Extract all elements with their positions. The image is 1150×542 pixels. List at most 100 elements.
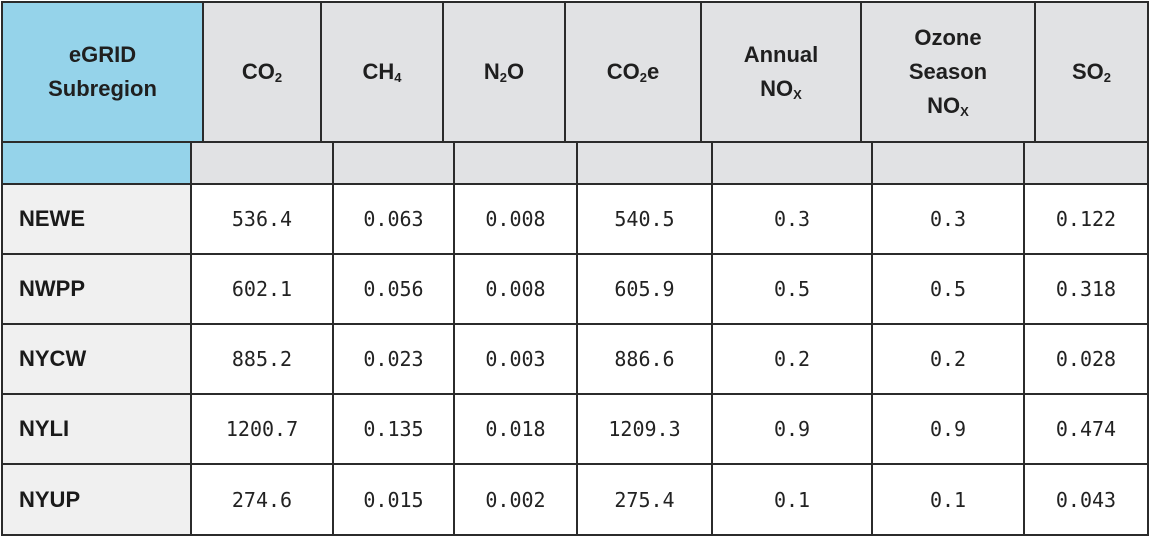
region-name: NYCW (19, 346, 87, 371)
table-cell: 885.2 (190, 323, 334, 395)
table-cell: 0.1 (871, 463, 1025, 536)
cell-value: 605.9 (614, 277, 675, 301)
header-label-line: CH4 (362, 55, 401, 89)
cell-value: 0.2 (929, 347, 967, 371)
header-label-line: CO2 (242, 55, 282, 89)
header-label: Ozone Season NOX (909, 21, 987, 123)
cell-value: 0.023 (363, 347, 424, 371)
region-name: NYUP (19, 486, 81, 512)
subheader-cell (711, 141, 873, 185)
cell-value: 1200.7 (225, 417, 299, 441)
cell-value: 0.122 (1055, 207, 1117, 231)
table-cell: 0.135 (332, 393, 455, 465)
table-cell: 536.4 (190, 183, 334, 255)
header-text: N (483, 58, 500, 84)
subheader-cell (1, 141, 192, 185)
header-text: NO (927, 93, 961, 119)
header-label-line: NOX (909, 89, 987, 123)
cell-value: 0.2 (773, 347, 811, 371)
table-cell: 0.3 (871, 183, 1025, 255)
header-annual-nox: Annual NOX (700, 1, 862, 143)
cell-value: 0.3 (773, 207, 811, 231)
cell-value: 0.003 (485, 347, 546, 371)
table-cell: 540.5 (576, 183, 713, 255)
cell-value: 0.5 (773, 277, 811, 301)
table-cell: 0.056 (332, 253, 455, 325)
header-label-line: NOX (744, 72, 819, 106)
table-cell: 0.1 (711, 463, 873, 536)
table-cell: 0.3 (711, 183, 873, 255)
header-label-line: N2O (484, 55, 524, 89)
cell-value: 885.2 (231, 347, 293, 371)
cell-value: 275.4 (614, 487, 675, 512)
header-co2e: CO2e (564, 1, 702, 143)
header-text: Ozone (914, 24, 982, 50)
cell-value: 0.135 (363, 417, 424, 441)
region-name: NYLI (19, 416, 70, 441)
header-text: CO (606, 58, 640, 84)
header-subscript: 4 (394, 69, 402, 85)
cell-value: 0.474 (1055, 417, 1117, 441)
header-label: CH4 (362, 55, 401, 89)
cell-value: 540.5 (614, 207, 675, 231)
header-text: Season (908, 58, 988, 84)
header-text: NO (760, 76, 794, 101)
table-cell: 0.9 (711, 393, 873, 465)
table-cell: 1200.7 (190, 393, 334, 465)
table-cell: 605.9 (576, 253, 713, 325)
cell-value: 0.1 (929, 487, 967, 512)
cell-value: 0.028 (1055, 347, 1117, 371)
subheader-cell (576, 141, 713, 185)
table-cell: 1209.3 (576, 393, 713, 465)
cell-value: 0.015 (363, 487, 424, 512)
header-label-line: eGRID (48, 38, 157, 72)
cell-value: 0.318 (1055, 277, 1117, 301)
header-subscript: X (960, 104, 969, 120)
header-label-line: Annual (744, 38, 819, 72)
header-subscript: 2 (1103, 69, 1112, 85)
header-label: N2O (484, 55, 524, 89)
table-cell: 0.063 (332, 183, 455, 255)
subheader-cell (1023, 141, 1149, 185)
cell-value: 274.6 (231, 487, 293, 512)
cell-value: 1209.3 (608, 417, 681, 441)
cell-value: 0.5 (929, 277, 967, 301)
header-ozone-season-nox: Ozone Season NOX (860, 1, 1036, 143)
header-label: SO2 (1072, 55, 1111, 89)
cell-value: 0.002 (485, 487, 546, 512)
cell-value: 0.3 (929, 207, 967, 231)
subheader-cell (453, 141, 578, 185)
cell-value: 0.1 (773, 487, 811, 512)
cell-value: 0.008 (485, 207, 546, 231)
header-label-line: Season (909, 55, 987, 89)
header-n2o: N2O (442, 1, 566, 143)
header-label-line: Subregion (48, 72, 157, 106)
header-text: CO (241, 58, 275, 84)
table-cell: 0.5 (871, 253, 1025, 325)
cell-value: 0.063 (363, 207, 424, 231)
table-cell: 0.5 (711, 253, 873, 325)
table-cell: 0.2 (711, 323, 873, 395)
header-ch4: CH4 (320, 1, 444, 143)
table-cell: 274.6 (190, 463, 334, 536)
table-cell: 0.122 (1023, 183, 1149, 255)
header-label-line: Ozone (909, 21, 987, 55)
table-cell: 0.002 (453, 463, 578, 536)
cell-value: 0.043 (1055, 487, 1117, 512)
header-so2: SO2 (1034, 1, 1149, 143)
table-cell: 0.043 (1023, 463, 1149, 536)
header-label: Annual NOX (744, 38, 819, 106)
header-subregion: eGRID Subregion (1, 1, 204, 143)
table-cell: 0.015 (332, 463, 455, 536)
header-subscript: 2 (499, 69, 507, 85)
row-label: NYUP (1, 463, 192, 536)
header-co2: CO2 (202, 1, 322, 143)
header-subscript: 2 (639, 69, 647, 85)
table-cell: 0.023 (332, 323, 455, 395)
table-cell: 0.318 (1023, 253, 1149, 325)
table-cell: 0.2 (871, 323, 1025, 395)
header-label: eGRID Subregion (48, 38, 157, 106)
subheader-cell (190, 141, 334, 185)
header-text-suffix: O (507, 58, 525, 84)
